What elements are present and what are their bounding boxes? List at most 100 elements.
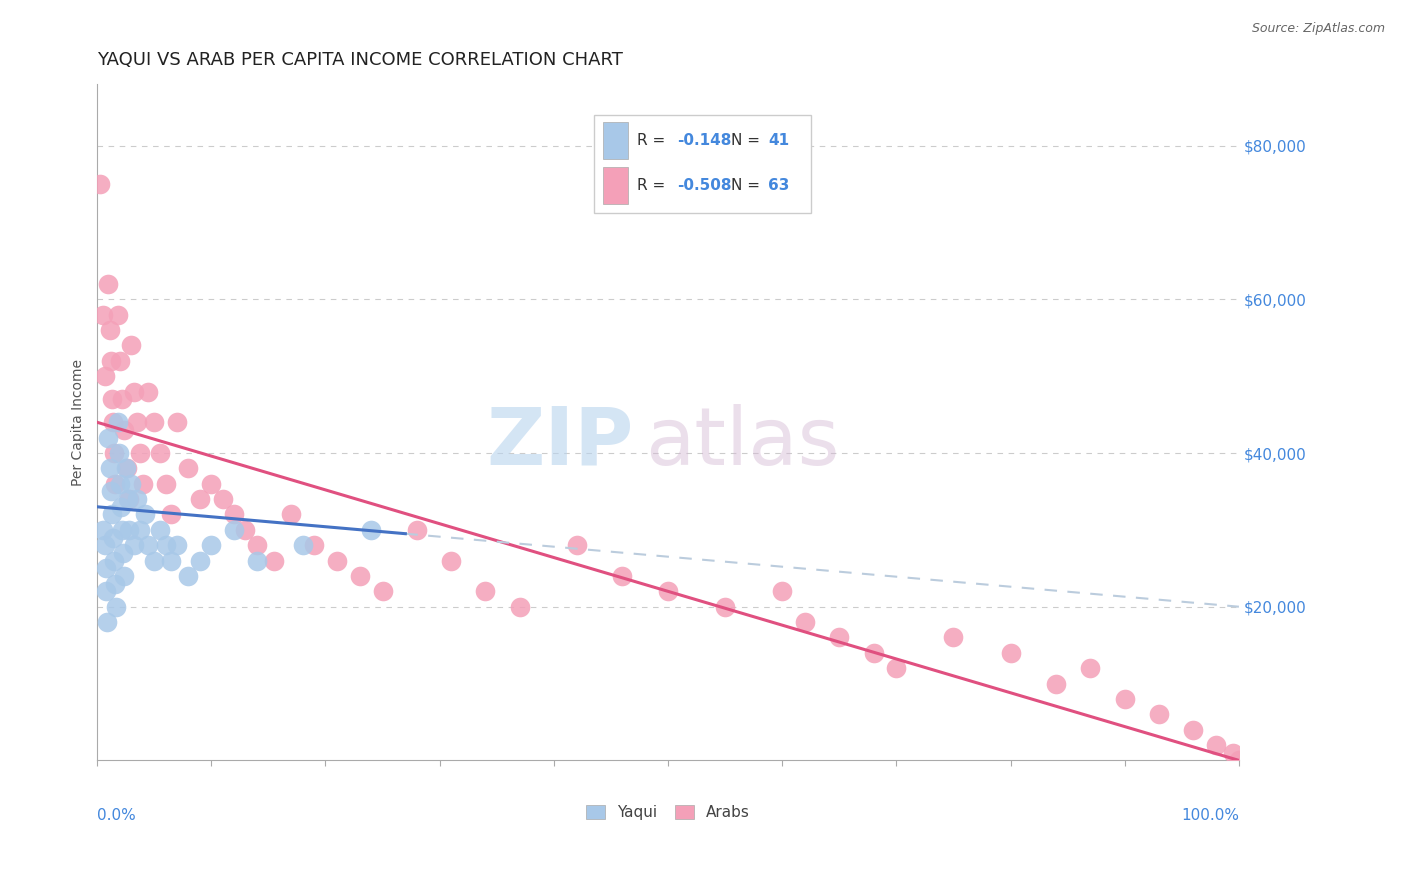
Point bbox=[280, 508, 302, 522]
Point bbox=[129, 446, 152, 460]
Point bbox=[177, 569, 200, 583]
Point bbox=[714, 599, 737, 614]
Text: Source: ZipAtlas.com: Source: ZipAtlas.com bbox=[1251, 22, 1385, 36]
Point bbox=[862, 646, 884, 660]
Text: N =: N = bbox=[731, 133, 765, 148]
Point bbox=[115, 461, 138, 475]
Point bbox=[246, 538, 269, 552]
Point bbox=[101, 531, 124, 545]
Point bbox=[828, 631, 851, 645]
Point bbox=[96, 615, 118, 629]
FancyBboxPatch shape bbox=[603, 167, 628, 204]
Point bbox=[100, 353, 122, 368]
Point bbox=[91, 523, 114, 537]
Point bbox=[138, 538, 160, 552]
Point bbox=[657, 584, 679, 599]
Point bbox=[1227, 753, 1250, 767]
Point bbox=[794, 615, 817, 629]
Point bbox=[246, 553, 269, 567]
Point bbox=[110, 500, 132, 514]
Point bbox=[132, 476, 155, 491]
Point bbox=[118, 523, 141, 537]
Point bbox=[108, 476, 131, 491]
Point bbox=[166, 538, 188, 552]
Point bbox=[114, 461, 136, 475]
Point bbox=[326, 553, 349, 567]
Point bbox=[89, 177, 111, 191]
Point bbox=[100, 484, 122, 499]
Point bbox=[1147, 707, 1170, 722]
Point bbox=[94, 369, 117, 384]
Y-axis label: Per Capita Income: Per Capita Income bbox=[72, 359, 86, 486]
Point bbox=[149, 523, 172, 537]
Point bbox=[111, 392, 134, 407]
Point bbox=[120, 338, 142, 352]
Point bbox=[155, 476, 177, 491]
Point bbox=[138, 384, 160, 399]
Point bbox=[107, 415, 129, 429]
Point bbox=[114, 569, 136, 583]
Point bbox=[143, 415, 166, 429]
Point bbox=[103, 446, 125, 460]
Point bbox=[134, 508, 156, 522]
Text: R =: R = bbox=[637, 178, 671, 193]
Point bbox=[509, 599, 531, 614]
Text: R =: R = bbox=[637, 133, 671, 148]
Point bbox=[371, 584, 394, 599]
Point bbox=[103, 553, 125, 567]
Point bbox=[1114, 692, 1136, 706]
Point bbox=[1205, 738, 1227, 752]
Point bbox=[612, 569, 634, 583]
Point bbox=[122, 538, 145, 552]
Point bbox=[125, 415, 148, 429]
Point bbox=[886, 661, 908, 675]
Point bbox=[177, 461, 200, 475]
Point bbox=[108, 353, 131, 368]
Point bbox=[98, 323, 121, 337]
Point bbox=[112, 546, 135, 560]
Point bbox=[200, 476, 222, 491]
Point bbox=[114, 423, 136, 437]
Point bbox=[188, 492, 211, 507]
Point bbox=[107, 446, 129, 460]
Point bbox=[1080, 661, 1102, 675]
Point bbox=[97, 431, 120, 445]
Point bbox=[111, 523, 134, 537]
Point bbox=[1222, 746, 1244, 760]
Text: YAQUI VS ARAB PER CAPITA INCOME CORRELATION CHART: YAQUI VS ARAB PER CAPITA INCOME CORRELAT… bbox=[97, 51, 623, 69]
Point bbox=[101, 392, 124, 407]
Point bbox=[104, 476, 127, 491]
Point bbox=[235, 523, 257, 537]
Point bbox=[120, 476, 142, 491]
Point bbox=[125, 492, 148, 507]
Point bbox=[101, 415, 124, 429]
Point bbox=[107, 308, 129, 322]
Point bbox=[1000, 646, 1022, 660]
Text: ZIP: ZIP bbox=[486, 403, 634, 482]
Point bbox=[97, 277, 120, 291]
Text: 41: 41 bbox=[769, 133, 790, 148]
FancyBboxPatch shape bbox=[603, 121, 628, 159]
Text: 0.0%: 0.0% bbox=[97, 808, 136, 822]
Point bbox=[94, 538, 117, 552]
Point bbox=[96, 584, 118, 599]
Point bbox=[222, 523, 245, 537]
Point bbox=[129, 523, 152, 537]
Point bbox=[118, 492, 141, 507]
Point bbox=[770, 584, 793, 599]
Text: -0.508: -0.508 bbox=[678, 178, 731, 193]
Text: 100.0%: 100.0% bbox=[1181, 808, 1239, 822]
Point bbox=[474, 584, 496, 599]
Point bbox=[263, 553, 285, 567]
Point bbox=[160, 508, 183, 522]
Text: -0.148: -0.148 bbox=[678, 133, 731, 148]
Point bbox=[117, 492, 139, 507]
Point bbox=[405, 523, 427, 537]
Point bbox=[200, 538, 222, 552]
Point bbox=[440, 553, 463, 567]
Point bbox=[565, 538, 588, 552]
Text: N =: N = bbox=[731, 178, 765, 193]
Point bbox=[149, 446, 172, 460]
Point bbox=[222, 508, 245, 522]
Point bbox=[96, 561, 118, 575]
